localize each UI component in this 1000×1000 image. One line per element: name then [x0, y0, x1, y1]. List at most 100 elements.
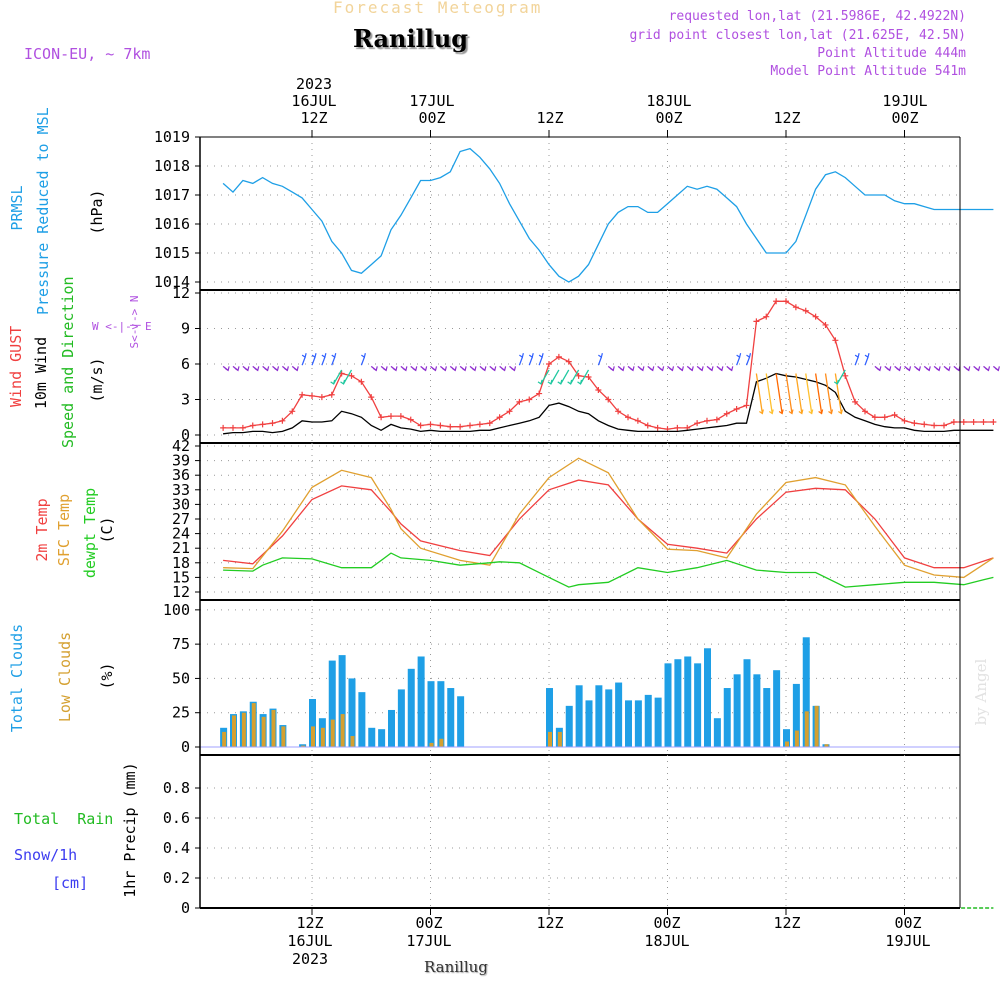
wind-arrow-head [528, 353, 534, 359]
gust-marker [546, 361, 552, 367]
cloud-bar-total [674, 659, 682, 747]
label-snow: Snow/1h [14, 846, 78, 864]
wind-arrow-head [511, 366, 517, 372]
top-tick-0-year: 2023 [295, 75, 333, 93]
gust-marker [309, 392, 315, 399]
bottom-tick-2-hour: 12Z [536, 914, 564, 932]
wind-direction-arrow [570, 369, 580, 385]
top-tick-0-hour: 12Z [300, 109, 328, 127]
cloud-bar-total [585, 700, 593, 747]
cloud-bar-low [271, 709, 276, 747]
wind-arrow-head [254, 366, 260, 372]
top-tick-1-hour: 00Z [418, 109, 446, 127]
cloud-bar-total [723, 688, 731, 747]
wind-arrow-head [718, 366, 724, 372]
gust-marker [368, 394, 375, 401]
model-altitude: Model Point Altitude 541m [770, 64, 966, 79]
gust-marker [931, 422, 938, 429]
wind-direction-arrow [836, 369, 846, 385]
y-tick-label: 30 [172, 495, 190, 513]
wind-arrow-head [321, 353, 327, 359]
cloud-bar-low [350, 736, 355, 747]
wind-direction-arrow [518, 356, 523, 366]
cloud-bar-low [232, 715, 236, 747]
top-tick-4: 12Z [747, 110, 827, 127]
cloud-bar-total [605, 689, 613, 747]
bottom-tick-4-hour: 12Z [773, 914, 801, 932]
gust-marker [249, 422, 256, 429]
gust-marker [427, 421, 434, 428]
compass-we: W <-|-> E [92, 320, 152, 333]
gust-marker [921, 421, 928, 428]
wind-arrow-head [619, 366, 625, 372]
cloud-bar-low [429, 742, 434, 747]
wind-direction-arrow [579, 369, 590, 385]
cloud-bar-total [437, 681, 445, 747]
cloud-bar-total [378, 729, 386, 747]
y-tick-label: 1015 [154, 244, 190, 262]
wind-arrow-head [798, 409, 804, 415]
wind-arrow-head [412, 366, 418, 372]
gust-marker [723, 410, 730, 417]
y-tick-label: 27 [172, 510, 190, 528]
bottom-tick-0: 12Z 16JUL 2023 [270, 914, 350, 968]
gust-marker [901, 417, 908, 424]
gust-marker [358, 378, 365, 385]
gust-marker [881, 414, 888, 421]
wind-arrow-head [833, 379, 839, 385]
top-tick-2-hour: 12Z [536, 109, 564, 127]
y-tick-label: 39 [172, 452, 190, 470]
gust-marker [990, 418, 997, 425]
gust-marker [743, 402, 750, 409]
gust-marker [634, 417, 641, 424]
cloud-bar-total [654, 697, 662, 747]
wind-arrow-head [537, 379, 543, 385]
gust-marker [230, 424, 236, 431]
gust-marker [516, 398, 523, 405]
y-tick-label: 0 [181, 738, 190, 756]
wind-arrow-head [688, 366, 694, 372]
y-tick-label: 21 [172, 539, 190, 557]
cloud-bar-total [763, 688, 771, 747]
wind-direction-arrow [538, 356, 543, 366]
cloud-bar-total [388, 709, 395, 747]
gust-marker [891, 411, 898, 418]
cloud-bar-low [251, 703, 256, 747]
y-tick-label: 18 [172, 554, 190, 572]
wind-direction-arrow [597, 356, 602, 366]
gust-marker [654, 424, 661, 431]
wind-arrow-head [372, 366, 378, 372]
series-line-dewpt-temp [223, 552, 994, 588]
wind-arrow-head [547, 379, 553, 385]
wind-direction-arrow [834, 373, 843, 414]
cloud-bar-low [241, 712, 246, 747]
wind-arrow-head [778, 409, 784, 415]
bottom-tick-4: 12Z [747, 914, 827, 932]
cloud-bar-total [546, 688, 553, 747]
wind-arrow-head [985, 366, 991, 372]
wind-direction-arrow [814, 373, 823, 414]
cloud-bar-total [358, 692, 366, 747]
model-label: ICON-EU, ~ 7km [24, 45, 151, 63]
wind-arrow-head [975, 366, 981, 372]
wind-arrow-head [501, 366, 507, 372]
wind-arrow-head [965, 366, 971, 372]
bottom-tick-1-date: 17JUL [406, 932, 452, 950]
cloud-bar-total [565, 705, 573, 747]
y-tick-label: 33 [172, 481, 190, 499]
cloud-bar-total [792, 683, 800, 747]
top-tick-3-hour: 00Z [655, 109, 683, 127]
cloud-bar-total [348, 678, 356, 747]
gust-marker [486, 420, 493, 427]
wind-arrow-head [659, 366, 665, 372]
wind-arrow-head [854, 353, 860, 359]
gust-marker [792, 304, 799, 311]
series-line-10m-wind [223, 372, 994, 435]
gust-marker [950, 418, 957, 425]
y-tick-label: 12 [172, 583, 190, 601]
wind-direction-arrow [560, 369, 570, 385]
cloud-bar-total [427, 681, 435, 747]
wind-arrow-head [995, 366, 1000, 372]
bottom-tick-5-hour: 00Z [894, 914, 922, 932]
